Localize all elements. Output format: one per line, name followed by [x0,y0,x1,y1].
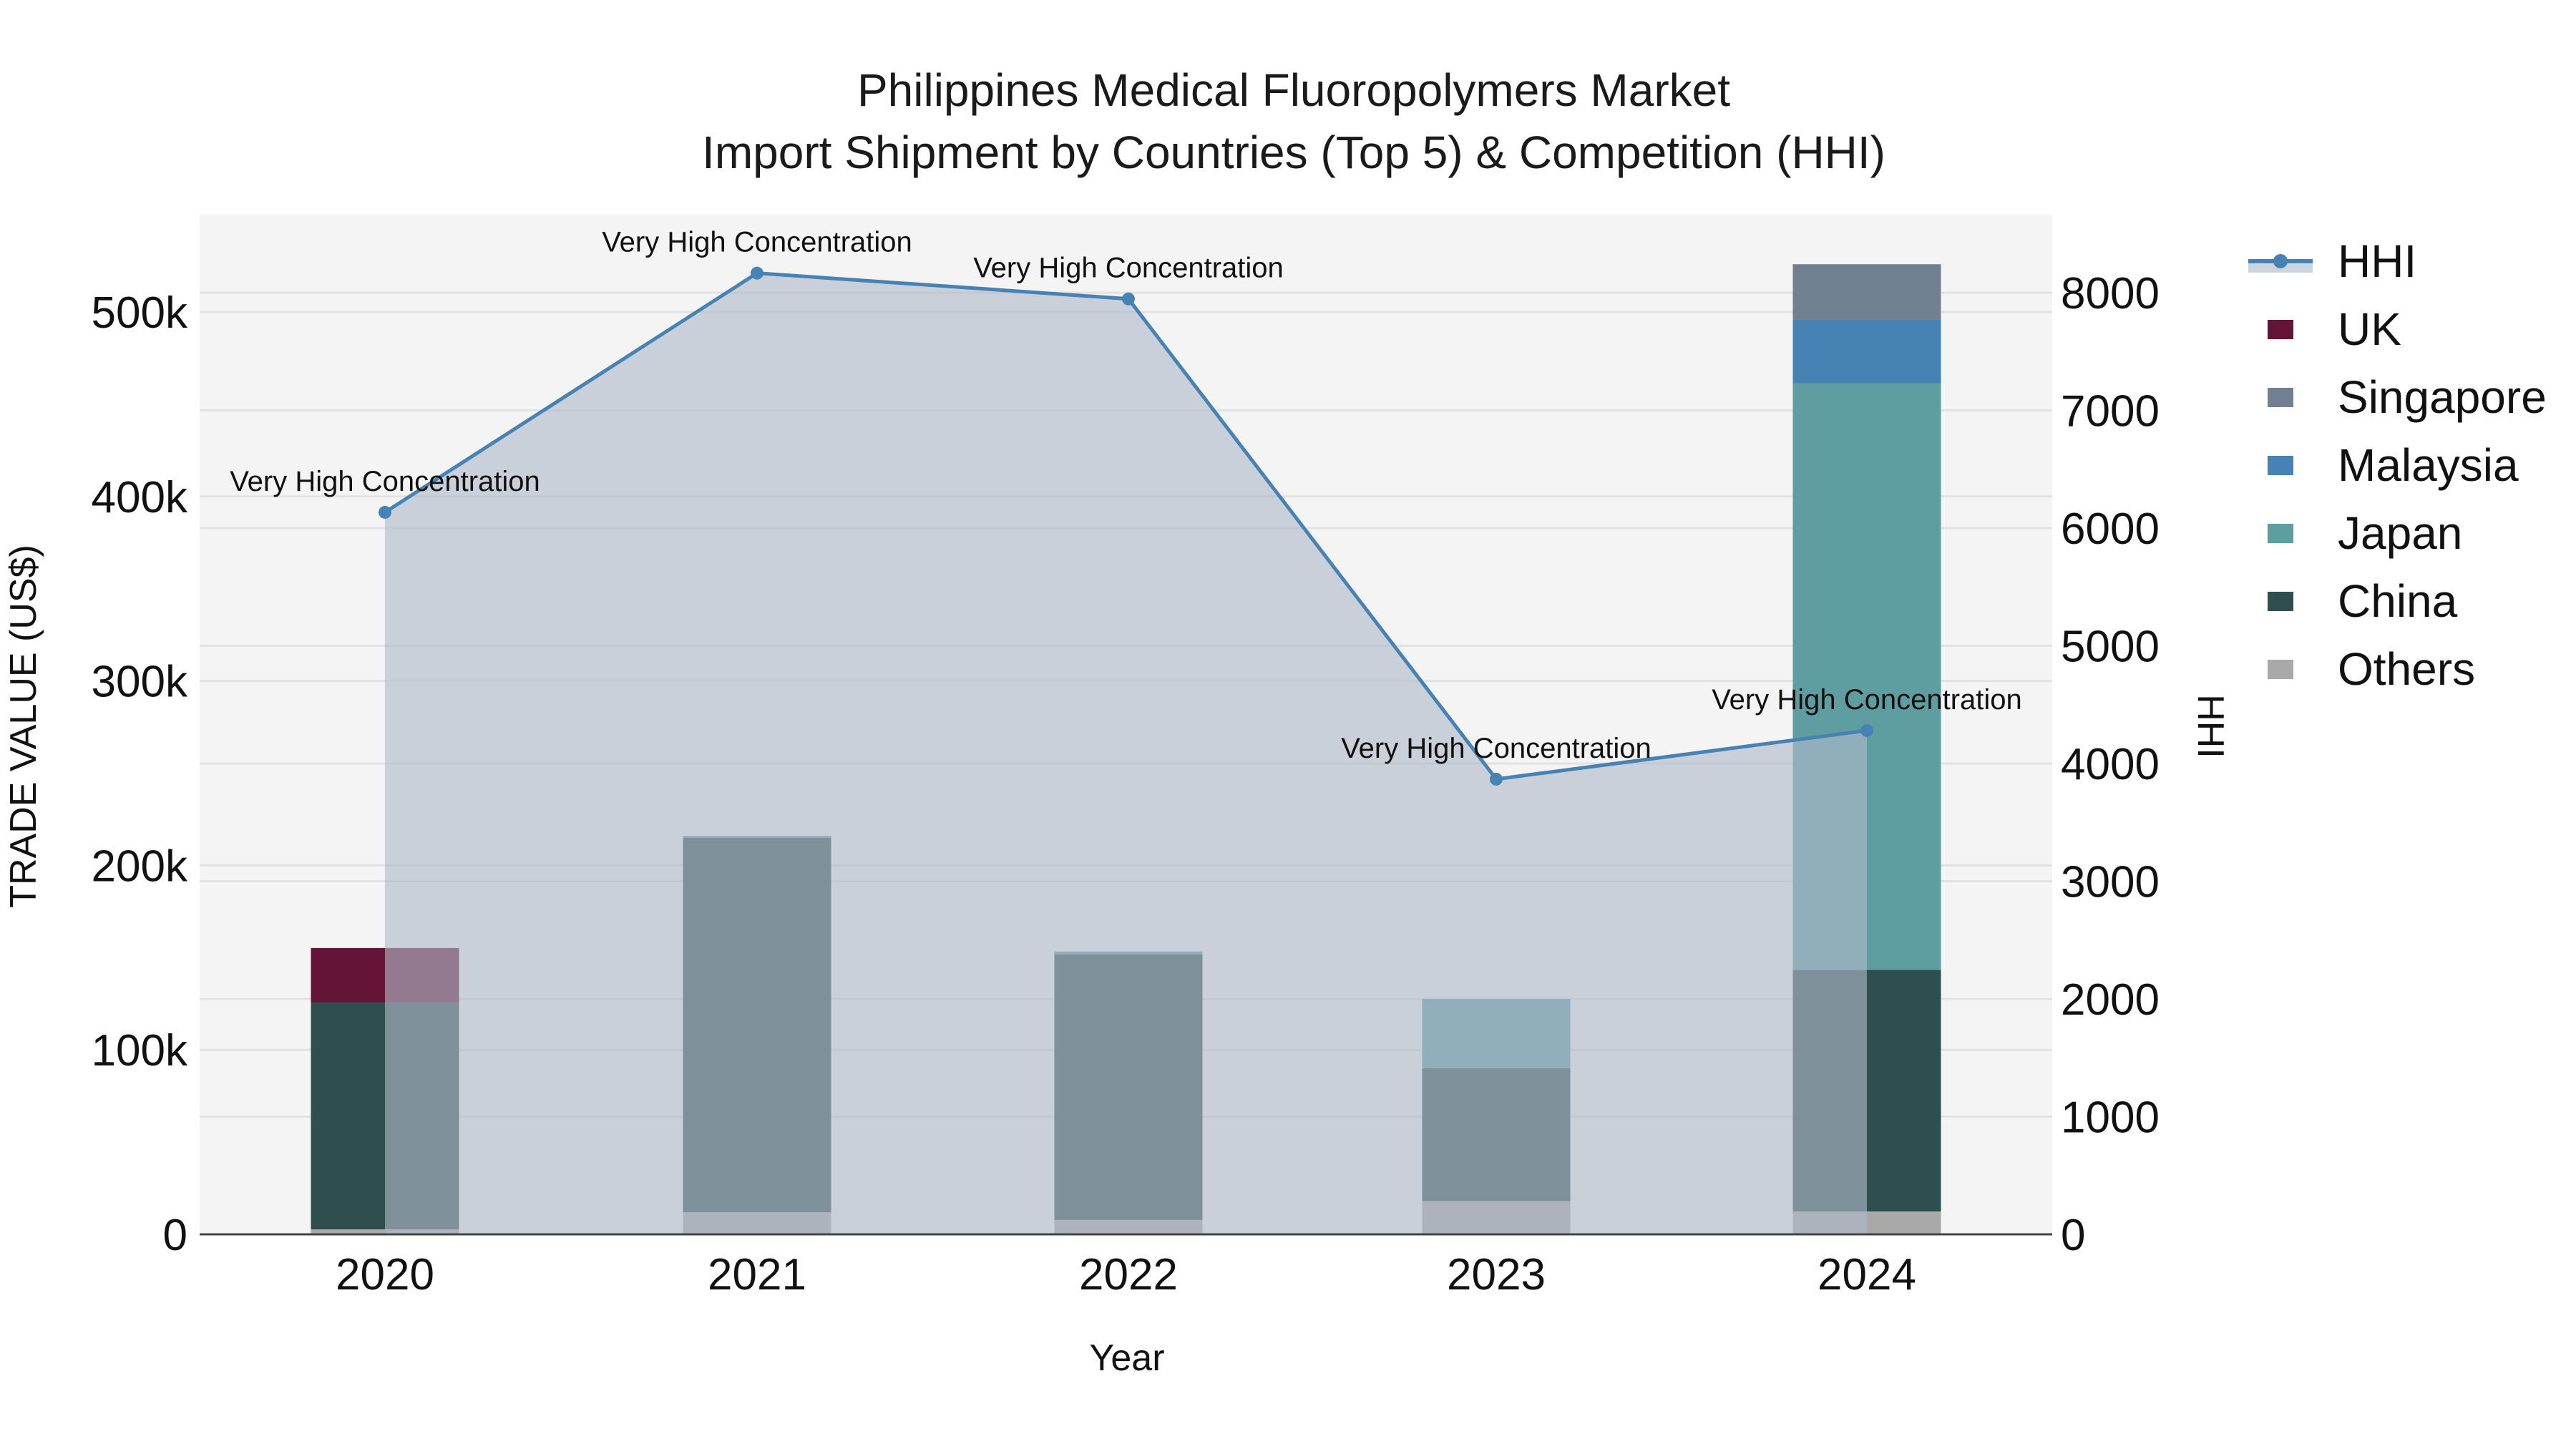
legend-label: China [2338,575,2458,627]
y-right-tick-label: 7000 [2061,387,2160,436]
x-axis-title: Year [1089,1337,1164,1379]
legend: HHI UK Singapore Malaysia Japan China Others [2248,235,2547,695]
legend-item-japan[interactable]: Japan [2268,507,2462,559]
legend-item-malaysia[interactable]: Malaysia [2268,439,2519,491]
y-left-ticks: 0 100k 200k 300k 400k 500k [92,288,188,1260]
x-tick-label-2020: 2020 [336,1250,434,1299]
y-left-tick-label: 300k [92,658,188,707]
x-tick-label-2024: 2024 [1818,1250,1916,1299]
hhi-marker-2024[interactable] [1860,723,1873,737]
y-left-tick-label: 0 [163,1211,187,1260]
y-right-tick-label: 3000 [2061,858,2160,907]
chart-title-line-2: Import Shipment by Countries (Top 5) & C… [702,127,1885,178]
legend-label: Malaysia [2338,439,2519,491]
x-tick-label-2021: 2021 [708,1250,806,1299]
hhi-annotation-2020: Very High Concentration [230,466,540,497]
legend-label: Others [2338,643,2475,695]
hhi-annotation-2021: Very High Concentration [602,227,912,258]
y-right-tick-label: 4000 [2061,740,2160,789]
hhi-marker-2023[interactable] [1490,772,1503,786]
legend-label: Japan [2338,507,2462,559]
chart-title-line-1: Philippines Medical Fluoropolymers Marke… [857,64,1730,116]
hhi-marker-2020[interactable] [379,505,391,519]
y-left-tick-label: 400k [92,473,188,522]
legend-swatch-icon [2268,388,2293,407]
y-right-tick-label: 0 [2061,1211,2085,1260]
legend-swatch-icon [2268,320,2293,339]
legend-label: Singapore [2338,371,2547,423]
legend-item-singapore[interactable]: Singapore [2268,371,2547,423]
legend-item-hhi[interactable]: HHI [2248,235,2416,287]
x-tick-label-2023: 2023 [1447,1250,1546,1299]
x-tick-label-2022: 2022 [1079,1250,1178,1299]
hhi-marker-2021[interactable] [751,266,763,280]
hhi-series [379,266,1873,1234]
bar-segment-singapore-2024[interactable] [1792,264,1941,320]
y-left-axis-title: TRADE VALUE (US$) [3,545,44,908]
hhi-area [385,273,1867,1234]
y-right-tick-label: 1000 [2061,1093,2160,1143]
legend-item-others[interactable]: Others [2268,643,2475,695]
legend-item-uk[interactable]: UK [2268,303,2401,355]
y-left-tick-label: 500k [92,288,188,338]
hhi-annotation-2024: Very High Concentration [1712,684,2022,716]
legend-marker-icon [2273,254,2288,268]
bar-segment-malaysia-2024[interactable] [1792,319,1941,384]
annotations: Very High Concentration Very High Concent… [230,227,2022,764]
y-right-tick-label: 6000 [2061,504,2160,554]
y-right-tick-label: 8000 [2061,269,2160,318]
legend-label: HHI [2338,235,2416,287]
y-left-tick-label: 200k [92,841,188,891]
y-right-axis-title: HHI [2190,694,2231,758]
legend-swatch-icon [2268,660,2293,679]
y-right-tick-label: 5000 [2061,623,2160,672]
y-right-ticks: 0 1000 2000 3000 4000 5000 6000 7000 8000 [2061,269,2160,1260]
y-right-tick-label: 2000 [2061,975,2160,1025]
y-left-tick-label: 100k [92,1026,188,1075]
legend-item-china[interactable]: China [2268,575,2458,627]
legend-swatch-icon [2268,524,2293,543]
legend-swatch-icon [2268,456,2293,475]
hhi-annotation-2022: Very High Concentration [973,253,1284,284]
hhi-marker-2022[interactable] [1122,292,1135,306]
hhi-annotation-2023: Very High Concentration [1341,733,1652,764]
legend-swatch-icon [2268,592,2293,611]
x-ticks: 2020 2021 2022 2023 2024 [336,1250,1916,1299]
legend-label: UK [2338,303,2401,355]
